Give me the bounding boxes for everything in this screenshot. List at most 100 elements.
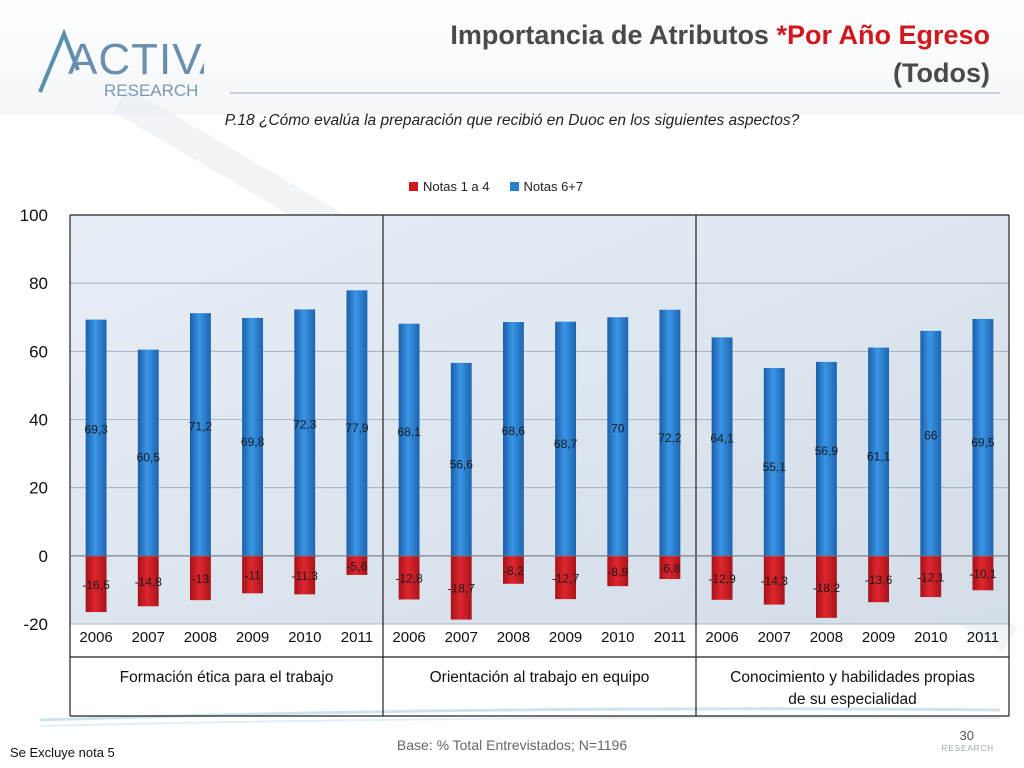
data-label-notas-1-4: -14,8 xyxy=(135,575,163,589)
data-label-notas-6-7: 71,2 xyxy=(189,419,213,433)
title-part2: *Por Año Egreso xyxy=(776,20,990,50)
data-label-notas-1-4: -11 xyxy=(244,569,261,583)
legend-item-notas-6-7: Notas 6+7 xyxy=(509,179,583,194)
data-label-notas-1-4: -18,2 xyxy=(813,581,841,595)
bar-notas-1-4 xyxy=(868,555,890,603)
bar-notas-6-7 xyxy=(294,309,316,556)
bar-notas-1-4 xyxy=(450,555,472,620)
data-label-notas-6-7: 68,6 xyxy=(502,424,526,438)
base-note: Base: % Total Entrevistados; N=1196 xyxy=(396,737,628,753)
data-label-notas-1-4: -14,3 xyxy=(761,574,789,588)
bar-notas-1-4 xyxy=(398,555,420,600)
bar-notas-1-4 xyxy=(346,555,368,575)
x-tick-label: 2011 xyxy=(967,629,999,646)
group-label: Orientación al trabajo en equipo xyxy=(430,669,650,686)
footer-mark: RESEARCH xyxy=(941,744,994,753)
x-tick-label: 2010 xyxy=(914,629,947,646)
data-label-notas-1-4: -8,9 xyxy=(607,565,628,579)
bar-notas-1-4 xyxy=(815,555,837,618)
bar-notas-6-7 xyxy=(920,330,942,556)
y-tick-label: 80 xyxy=(29,274,48,293)
x-tick-label: 2009 xyxy=(236,629,269,646)
bar-notas-1-4 xyxy=(555,555,577,600)
title-line2: (Todos) xyxy=(893,58,990,88)
bar-notas-6-7 xyxy=(242,317,264,556)
x-tick-label: 2010 xyxy=(601,629,634,646)
bar-notas-1-4 xyxy=(189,555,211,601)
data-label-notas-1-4: -8,2 xyxy=(503,564,524,578)
bar-notas-1-4 xyxy=(502,555,524,584)
data-label-notas-6-7: 56,9 xyxy=(815,444,839,458)
group-label: Conocimiento y habilidades propias xyxy=(730,669,975,686)
data-label-notas-6-7: 60,5 xyxy=(137,451,161,465)
x-tick-label: 2011 xyxy=(341,629,373,646)
x-tick-label: 2006 xyxy=(392,629,425,646)
data-label-notas-1-4: -10,1 xyxy=(969,567,997,581)
bar-notas-6-7 xyxy=(659,309,681,556)
legend-label-notas-1-4: Notas 1 a 4 xyxy=(423,179,490,194)
bar-notas-6-7 xyxy=(502,322,524,556)
data-label-notas-6-7: 68,7 xyxy=(554,437,578,451)
legend-swatch-red xyxy=(409,182,418,191)
data-label-notas-1-4: -12,8 xyxy=(395,572,423,586)
bar-notas-6-7 xyxy=(450,362,472,556)
x-tick-label: 2009 xyxy=(549,629,582,646)
bar-notas-1-4 xyxy=(920,555,942,598)
bar-notas-1-4 xyxy=(607,555,629,587)
x-tick-label: 2006 xyxy=(705,629,738,646)
data-label-notas-1-4: -16,5 xyxy=(82,578,110,592)
x-tick-label: 2008 xyxy=(810,629,843,646)
x-tick-label: 2007 xyxy=(132,629,165,646)
title-divider xyxy=(230,92,1000,94)
x-tick-label: 2007 xyxy=(445,629,478,646)
activa-research-logo: ACTIVA RESEARCH xyxy=(38,28,204,100)
bar-notas-6-7 xyxy=(137,349,159,556)
bar-notas-1-4 xyxy=(711,555,733,600)
bar-notas-1-4 xyxy=(972,555,994,591)
chart-legend: Notas 1 a 4 Notas 6+7 xyxy=(409,179,603,194)
data-label-notas-6-7: 69,3 xyxy=(84,423,108,437)
data-label-notas-6-7: 68,1 xyxy=(397,425,421,439)
group-label: de su especialidad xyxy=(788,691,916,708)
x-tick-label: 2006 xyxy=(79,629,112,646)
bar-notas-6-7 xyxy=(189,313,211,556)
logo-main-text: ACTIVA xyxy=(68,35,204,84)
title-part1: Importancia de Atributos xyxy=(450,20,777,50)
bar-notas-6-7 xyxy=(555,321,577,556)
data-label-notas-6-7: 72,2 xyxy=(658,431,682,445)
data-label-notas-6-7: 72,3 xyxy=(293,418,317,432)
bar-notas-1-4 xyxy=(763,555,785,605)
bar-notas-6-7 xyxy=(85,319,107,556)
x-tick-label: 2009 xyxy=(862,629,895,646)
bar-notas-6-7 xyxy=(346,290,368,556)
data-label-notas-6-7: 69,8 xyxy=(241,435,265,449)
data-label-notas-6-7: 69,5 xyxy=(971,435,995,449)
bar-notas-6-7 xyxy=(607,317,629,556)
data-label-notas-1-4: -13,6 xyxy=(865,573,893,587)
y-tick-label: -20 xyxy=(23,615,48,634)
data-label-notas-6-7: 77,9 xyxy=(345,421,369,435)
data-label-notas-1-4: -13 xyxy=(192,572,210,586)
bar-notas-1-4 xyxy=(294,555,316,595)
x-tick-label: 2008 xyxy=(184,629,217,646)
x-tick-label: 2010 xyxy=(288,629,321,646)
data-label-notas-1-4: -18,7 xyxy=(448,582,476,596)
data-label-notas-1-4: -5,6 xyxy=(347,559,368,573)
y-tick-label: 20 xyxy=(29,479,48,498)
data-label-notas-6-7: 66 xyxy=(924,428,938,442)
bar-notas-6-7 xyxy=(763,368,785,556)
data-label-notas-1-4: -11,3 xyxy=(292,569,319,583)
data-label-notas-1-4: -12,1 xyxy=(917,570,945,584)
x-tick-label: 2008 xyxy=(497,629,530,646)
data-label-notas-1-4: -12,9 xyxy=(708,572,736,586)
data-label-notas-6-7: 55,1 xyxy=(763,460,787,474)
y-tick-label: 100 xyxy=(20,206,48,225)
data-label-notas-1-4: -6,8 xyxy=(660,561,681,575)
bar-notas-1-4 xyxy=(659,555,681,580)
logo-sub-text: RESEARCH xyxy=(104,81,198,100)
data-label-notas-6-7: 64,1 xyxy=(710,432,734,446)
y-tick-label: 0 xyxy=(39,547,48,566)
y-tick-label: 60 xyxy=(29,342,48,361)
bar-notas-6-7 xyxy=(398,323,420,556)
